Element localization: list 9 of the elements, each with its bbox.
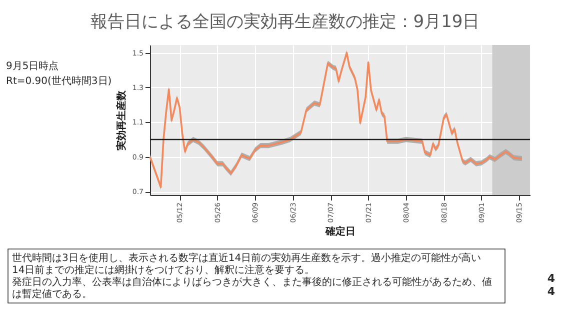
text: Rt=0.90(世代時間3日) [6,75,112,87]
text: 4 [547,285,556,298]
y-axis-title: 実効再生産数 [115,90,128,152]
text: 世代時間は3日を使用し、表示される数字は直近14日前の実効再生産数を示す。過小推定の可能性が高い14日前までの推定には網掛けをつけており、解釈に注意を要する。 [12,252,482,276]
x-axis-title: 確定日 [324,226,356,238]
text: 9月5日時点 [6,60,59,72]
chart-title: 報告日による全国の実効再生産数の推定：9月19日 [90,12,480,32]
text: 4 [547,272,556,285]
text: 発症日の入力率、公表率は自治体によりばらつきが大きく、また事後的に修正される可能性があるため、値は暫定値である。 [12,276,492,300]
